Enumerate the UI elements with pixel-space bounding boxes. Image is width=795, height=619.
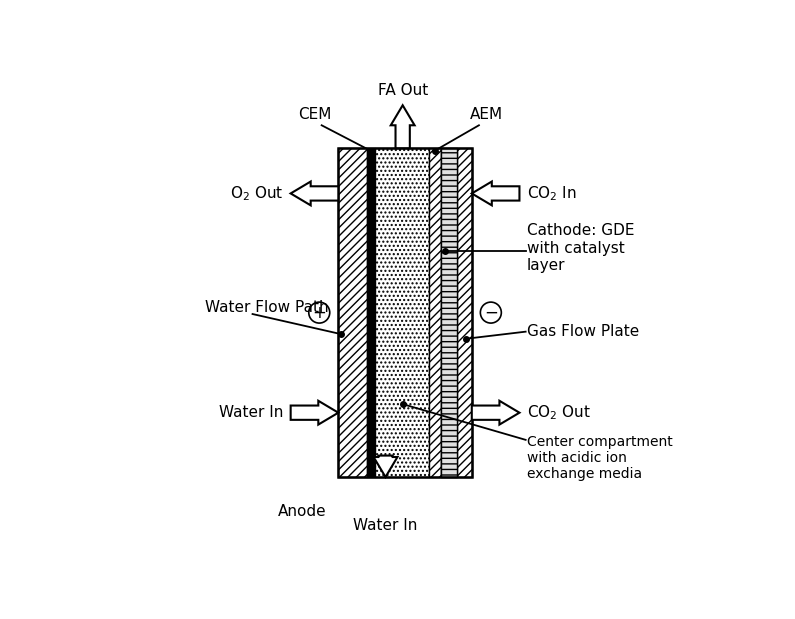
Bar: [339, 148, 471, 477]
Text: Gas Flow Plate: Gas Flow Plate: [526, 324, 639, 339]
Polygon shape: [291, 400, 339, 425]
Polygon shape: [471, 400, 519, 425]
Bar: [375, 148, 429, 477]
Bar: [367, 148, 375, 477]
Text: −: −: [484, 303, 498, 322]
Polygon shape: [391, 105, 414, 148]
Bar: [457, 148, 471, 477]
Polygon shape: [374, 456, 398, 477]
Text: Water In: Water In: [219, 405, 284, 420]
Polygon shape: [471, 181, 519, 206]
Text: Water In: Water In: [353, 519, 417, 534]
Text: Anode: Anode: [278, 504, 327, 519]
Bar: [339, 148, 367, 477]
Bar: [440, 148, 457, 477]
Polygon shape: [291, 181, 339, 206]
Text: CO$_2$ In: CO$_2$ In: [526, 184, 576, 203]
Bar: [429, 148, 440, 477]
Text: Center compartment
with acidic ion
exchange media: Center compartment with acidic ion excha…: [526, 435, 673, 481]
Text: AEM: AEM: [470, 107, 502, 122]
Text: O$_2$ Out: O$_2$ Out: [230, 184, 284, 203]
Text: Cathode: GDE
with catalyst
layer: Cathode: GDE with catalyst layer: [526, 223, 634, 273]
Text: +: +: [312, 303, 326, 322]
Text: Water Flow Path: Water Flow Path: [205, 300, 328, 315]
Text: CO$_2$ Out: CO$_2$ Out: [526, 404, 591, 422]
Bar: [440, 148, 457, 477]
Text: CEM: CEM: [298, 107, 332, 122]
Text: FA Out: FA Out: [378, 83, 428, 98]
